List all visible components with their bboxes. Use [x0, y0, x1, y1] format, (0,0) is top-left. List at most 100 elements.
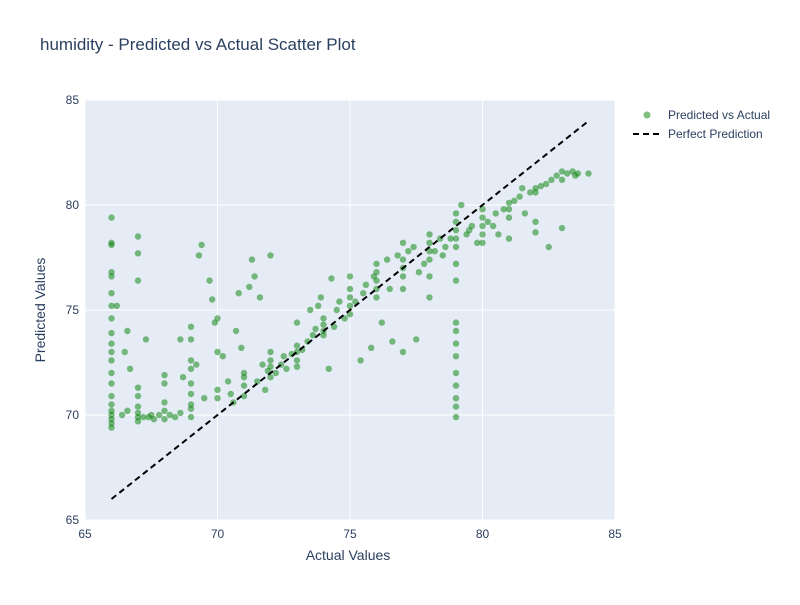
data-point[interactable]: [193, 361, 200, 368]
data-point[interactable]: [198, 241, 205, 249]
data-point[interactable]: [161, 416, 168, 423]
data-point[interactable]: [373, 277, 380, 284]
data-point[interactable]: [479, 231, 486, 238]
data-point[interactable]: [373, 294, 380, 301]
data-point[interactable]: [511, 197, 518, 204]
data-point[interactable]: [564, 170, 571, 177]
data-point[interactable]: [346, 294, 354, 301]
data-point[interactable]: [431, 248, 438, 255]
data-point[interactable]: [142, 336, 150, 343]
data-point[interactable]: [187, 390, 195, 398]
data-point[interactable]: [267, 357, 274, 364]
data-point[interactable]: [156, 411, 163, 419]
data-point[interactable]: [134, 233, 142, 240]
data-point[interactable]: [267, 252, 274, 259]
data-point[interactable]: [452, 369, 460, 377]
data-point[interactable]: [489, 222, 497, 230]
data-point[interactable]: [195, 252, 203, 259]
data-point[interactable]: [108, 348, 115, 356]
data-point[interactable]: [360, 290, 367, 297]
data-point[interactable]: [415, 269, 423, 276]
data-point[interactable]: [399, 285, 407, 293]
data-point[interactable]: [399, 239, 407, 246]
data-point[interactable]: [378, 319, 385, 326]
data-point[interactable]: [161, 399, 168, 406]
data-point[interactable]: [283, 365, 290, 372]
data-point[interactable]: [280, 353, 287, 360]
data-point[interactable]: [505, 235, 513, 242]
data-point[interactable]: [439, 252, 446, 259]
data-point[interactable]: [206, 277, 213, 284]
data-point[interactable]: [259, 361, 266, 368]
data-point[interactable]: [219, 353, 226, 360]
data-point[interactable]: [333, 306, 340, 314]
data-point[interactable]: [426, 248, 433, 255]
data-point[interactable]: [161, 371, 168, 379]
data-point[interactable]: [574, 170, 582, 177]
data-point[interactable]: [553, 172, 560, 179]
data-point[interactable]: [394, 252, 401, 259]
data-point[interactable]: [166, 411, 173, 419]
data-point[interactable]: [413, 336, 420, 343]
data-point[interactable]: [161, 407, 168, 414]
data-point[interactable]: [447, 235, 454, 242]
data-point[interactable]: [214, 386, 221, 393]
data-point[interactable]: [545, 243, 552, 251]
perfect-prediction-line-path[interactable]: [110, 120, 590, 500]
data-point[interactable]: [479, 222, 486, 230]
data-point[interactable]: [505, 214, 513, 221]
data-point[interactable]: [108, 357, 115, 364]
data-point[interactable]: [126, 365, 134, 372]
data-point[interactable]: [521, 210, 529, 217]
data-point[interactable]: [177, 336, 184, 343]
data-point[interactable]: [293, 319, 301, 326]
data-point[interactable]: [240, 392, 248, 400]
data-point[interactable]: [527, 189, 534, 196]
data-point[interactable]: [495, 231, 502, 238]
data-point[interactable]: [386, 285, 393, 293]
data-point[interactable]: [187, 336, 195, 343]
data-point[interactable]: [516, 193, 523, 200]
data-point[interactable]: [474, 239, 481, 246]
data-point[interactable]: [248, 256, 256, 263]
data-point[interactable]: [187, 413, 195, 421]
data-point[interactable]: [346, 285, 354, 293]
data-point[interactable]: [452, 327, 460, 335]
data-point[interactable]: [187, 357, 195, 364]
data-point[interactable]: [134, 250, 142, 257]
legend-label-points[interactable]: Predicted vs Actual: [668, 108, 770, 122]
data-point[interactable]: [227, 390, 234, 398]
data-point[interactable]: [108, 315, 115, 322]
data-point[interactable]: [452, 353, 460, 360]
data-point[interactable]: [267, 363, 274, 370]
data-point[interactable]: [368, 344, 375, 351]
data-point[interactable]: [548, 176, 555, 183]
data-point[interactable]: [532, 189, 539, 196]
data-point[interactable]: [346, 273, 354, 280]
data-point[interactable]: [479, 214, 486, 221]
data-point[interactable]: [341, 315, 348, 322]
data-point[interactable]: [500, 206, 507, 213]
data-point[interactable]: [187, 365, 195, 372]
data-point[interactable]: [179, 374, 187, 381]
data-point[interactable]: [336, 298, 343, 305]
data-point[interactable]: [309, 332, 317, 339]
data-point[interactable]: [267, 348, 274, 356]
data-point[interactable]: [585, 170, 592, 177]
data-point[interactable]: [452, 413, 460, 421]
data-point[interactable]: [558, 176, 566, 183]
data-point[interactable]: [346, 311, 354, 318]
data-point[interactable]: [246, 283, 253, 291]
data-point[interactable]: [293, 357, 301, 364]
legend-marker-points[interactable]: [643, 111, 651, 119]
data-point[interactable]: [272, 369, 279, 377]
data-point[interactable]: [235, 290, 242, 297]
data-point[interactable]: [251, 273, 258, 280]
data-point[interactable]: [452, 340, 460, 347]
data-point[interactable]: [452, 319, 460, 326]
data-point[interactable]: [108, 269, 115, 276]
data-point[interactable]: [452, 210, 460, 217]
data-point[interactable]: [256, 294, 264, 301]
data-point[interactable]: [134, 384, 142, 391]
data-point[interactable]: [108, 392, 115, 400]
